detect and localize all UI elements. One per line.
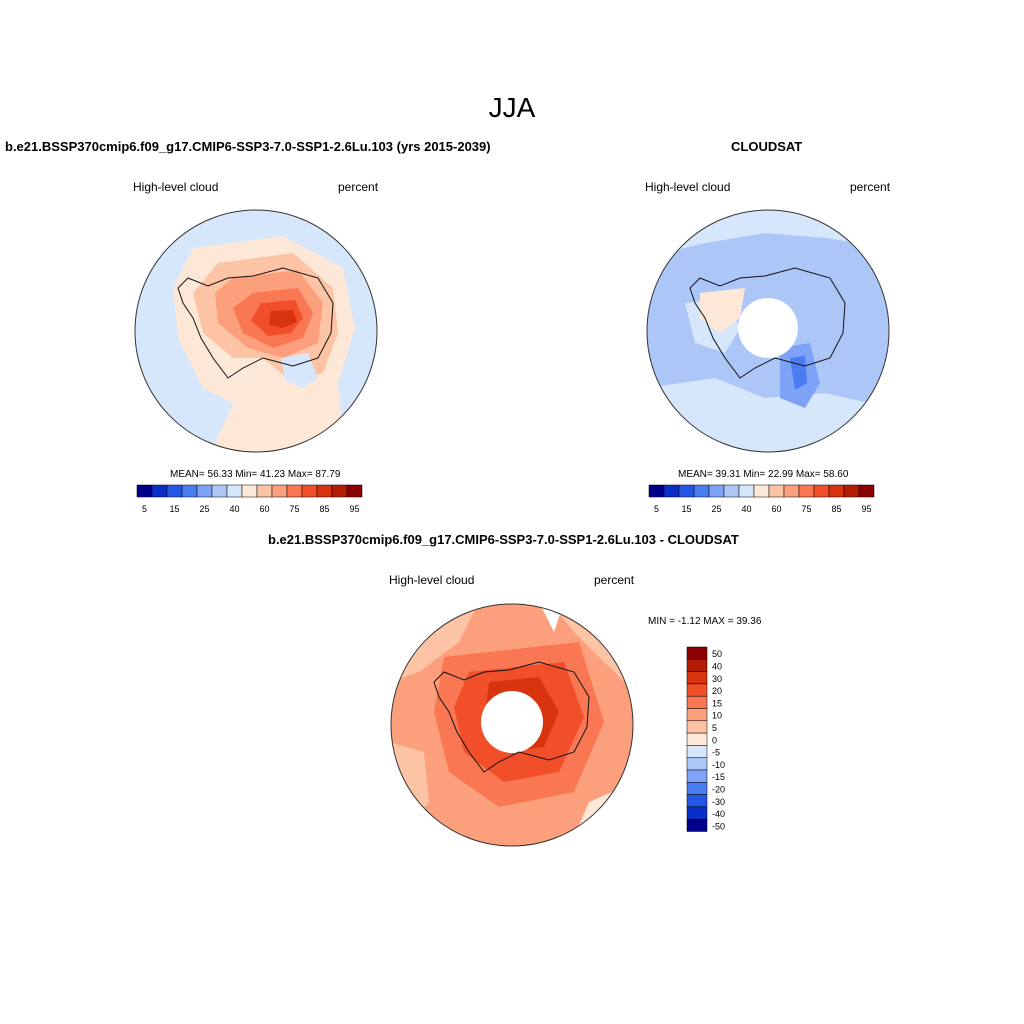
obs-colorbar-box [813, 484, 830, 498]
model-colorbar-box [181, 484, 198, 498]
model-colorbar-label: 95 [349, 504, 359, 514]
model-colorbar-box [271, 484, 288, 498]
diff-colorbar-box [686, 695, 708, 709]
diff-colorbar-box [686, 732, 708, 746]
diff-variable-label: High-level cloud [389, 573, 475, 587]
obs-colorbar-box [723, 484, 740, 498]
obs-variable-label: High-level cloud [645, 180, 731, 194]
model-units-label: percent [338, 180, 379, 194]
obs-stats: MEAN= 39.31 Min= 22.99 Max= 58.60 [678, 469, 849, 480]
obs-colorbar-box [663, 484, 680, 498]
model-colorbar-box [196, 484, 213, 498]
model-colorbar-box [331, 484, 348, 498]
obs-colorbar-box [783, 484, 800, 498]
model-colorbar-label: 15 [169, 504, 179, 514]
diff-colorbar-box [686, 745, 708, 758]
obs-colorbar-box [753, 484, 770, 498]
diff-colorbar-label: 10 [712, 711, 722, 721]
obs-colorbar: 5 15 25 40 60 75 85 95 [648, 484, 875, 514]
obs-colorbar-box [648, 484, 665, 498]
diff-minmax: MIN = -1.12 MAX = 39.36 [648, 616, 762, 627]
diff-colorbar-box [686, 794, 708, 808]
obs-colorbar-box [678, 484, 695, 498]
diff-panel-title: b.e21.BSSP370cmip6.f09_g17.CMIP6-SSP3-7.… [268, 532, 739, 547]
model-variable-label: High-level cloud [133, 180, 219, 194]
obs-panel-title: CLOUDSAT [731, 139, 803, 154]
diff-colorbar-box [686, 708, 708, 722]
diff-colorbar-label: 40 [712, 661, 722, 671]
diff-colorbar-box [686, 757, 708, 771]
obs-colorbar-box [828, 484, 845, 498]
obs-colorbar-box [693, 484, 710, 498]
diff-colorbar-label: -50 [712, 821, 725, 831]
obs-colorbar-box [798, 484, 815, 498]
model-colorbar-label: 40 [229, 504, 239, 514]
diff-colorbar-box [686, 782, 708, 795]
diff-colorbar-box [686, 659, 708, 672]
diff-colorbar-label: 30 [712, 674, 722, 684]
diff-colorbar-box [686, 671, 708, 685]
diff-colorbar-label: -15 [712, 772, 725, 782]
model-colorbar-box [256, 484, 273, 498]
diff-units-label: percent [594, 573, 635, 587]
diff-colorbar-box [686, 720, 708, 734]
model-panel-title: b.e21.BSSP370cmip6.f09_g17.CMIP6-SSP3-7.… [5, 139, 491, 154]
diff-colorbar-label: -40 [712, 809, 725, 819]
model-colorbar-box [316, 484, 333, 498]
diff-colorbar-box [686, 646, 708, 660]
diff-colorbar-box [686, 683, 708, 697]
diff-colorbar-box [686, 818, 708, 832]
diff-polar-map [390, 603, 634, 847]
model-colorbar-box [151, 484, 168, 498]
diff-colorbar-box [686, 769, 708, 783]
diff-colorbar-label: 50 [712, 649, 722, 659]
obs-units-label: percent [850, 180, 891, 194]
model-colorbar-label: 60 [259, 504, 269, 514]
obs-colorbar-label: 75 [801, 504, 811, 514]
diff-colorbar-label: -30 [712, 797, 725, 807]
obs-colorbar-label: 5 [654, 504, 659, 514]
model-colorbar-label: 25 [199, 504, 209, 514]
diff-colorbar-label: -20 [712, 784, 725, 794]
obs-colorbar-box [768, 484, 785, 498]
diff-colorbar-label: 0 [712, 735, 717, 745]
model-stats: MEAN= 56.33 Min= 41.23 Max= 87.79 [170, 469, 341, 480]
diff-colorbar-label: 20 [712, 686, 722, 696]
model-polar-map [134, 209, 378, 453]
obs-colorbar-label: 60 [771, 504, 781, 514]
obs-colorbar-box [738, 484, 755, 498]
model-colorbar-box [346, 484, 363, 498]
diff-colorbar-label: -10 [712, 760, 725, 770]
obs-colorbar-box [708, 484, 725, 498]
obs-colorbar-box [843, 484, 860, 498]
obs-colorbar-box [858, 484, 875, 498]
obs-colorbar-label: 25 [711, 504, 721, 514]
obs-colorbar-label: 40 [741, 504, 751, 514]
diff-colorbar-label: -5 [712, 748, 720, 758]
model-colorbar-label: 85 [319, 504, 329, 514]
obs-polar-map [646, 209, 890, 453]
model-colorbar-box [166, 484, 183, 498]
model-colorbar-box [226, 484, 243, 498]
figure-title: JJA [488, 92, 536, 123]
model-colorbar: 5 15 25 40 60 75 85 95 [136, 484, 363, 514]
obs-colorbar-label: 15 [681, 504, 691, 514]
diff-colorbar-label: 5 [712, 723, 717, 733]
obs-colorbar-label: 85 [831, 504, 841, 514]
diff-colorbar-label: 15 [712, 698, 722, 708]
model-colorbar-box [241, 484, 258, 498]
model-colorbar-label: 5 [142, 504, 147, 514]
diff-colorbar-box [686, 806, 708, 820]
model-colorbar-box [286, 484, 303, 498]
obs-colorbar-label: 95 [861, 504, 871, 514]
model-colorbar-box [301, 484, 318, 498]
model-colorbar-label: 75 [289, 504, 299, 514]
model-colorbar-box [211, 484, 228, 498]
model-colorbar-box [136, 484, 153, 498]
